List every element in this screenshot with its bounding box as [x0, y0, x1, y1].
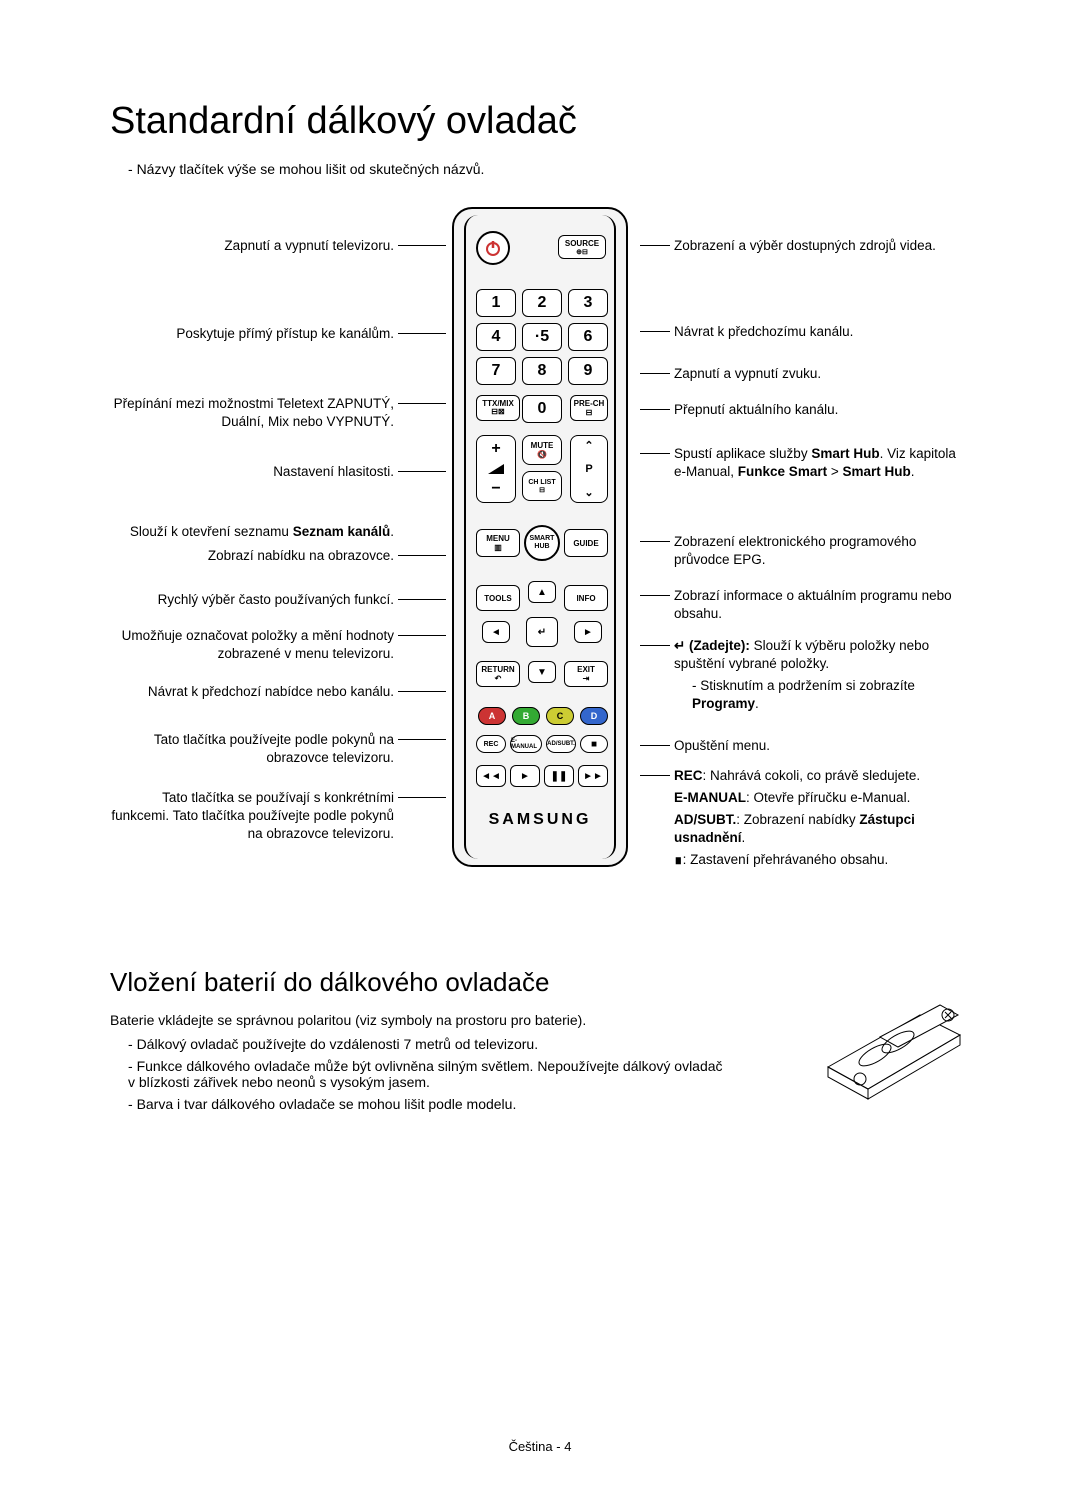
num-0: 0	[522, 395, 562, 423]
callout-right: ∎: Zastavení přehrávaného obsahu.	[674, 851, 970, 869]
color-a-button: A	[478, 707, 506, 725]
callout-left: Tato tlačítka se používají s konkrétními…	[110, 789, 394, 844]
num-9: 9	[568, 357, 608, 385]
callout-left: Umožňuje označovat položky a mění hodnot…	[110, 627, 394, 663]
brand-label: SAMSUNG	[454, 811, 626, 829]
adsubt-button: AD/SUBT.	[546, 735, 576, 753]
num-4: 4	[476, 323, 516, 351]
guide-button: GUIDE	[564, 529, 608, 557]
enter-button: ↵	[526, 617, 558, 647]
num-3: 3	[568, 289, 608, 317]
callout-left: Slouží k otevření seznamu Seznam kanálů.	[110, 523, 394, 541]
chlist-button: CH LIST⊟	[522, 471, 562, 501]
callout-right: Zobrazení elektronického programového pr…	[674, 533, 970, 569]
play-button: ►	[510, 765, 540, 787]
callout-right: Zobrazení a výběr dostupných zdrojů vide…	[674, 237, 970, 255]
mute-button: MUTE🔇	[522, 435, 562, 465]
stop-button: ■	[580, 735, 608, 753]
left-button: ◄	[482, 621, 510, 643]
battery-section: Vložení baterií do dálkového ovladače Ba…	[110, 967, 970, 1112]
rec-button: REC	[476, 735, 506, 753]
emanual-button: E-MANUAL	[510, 735, 542, 753]
source-button: SOURCE⊕⊟	[558, 235, 606, 259]
pause-button: ❚❚	[544, 765, 574, 787]
return-button: RETURN↶	[476, 661, 520, 687]
callout-right: Přepnutí aktuálního kanálu.	[674, 401, 970, 419]
page-footer: Čeština - 4	[0, 1439, 1080, 1454]
page-title: Standardní dálkový ovladač	[110, 100, 970, 143]
exit-button: EXIT⇥	[564, 661, 608, 687]
num-1: 1	[476, 289, 516, 317]
power-button	[476, 231, 510, 265]
intro-note: Názvy tlačítek výše se mohou lišit od sk…	[128, 161, 970, 177]
callout-right: Návrat k předchozímu kanálu.	[674, 323, 970, 341]
num-2: 2	[522, 289, 562, 317]
next-track-button: ►►	[578, 765, 608, 787]
battery-heading: Vložení baterií do dálkového ovladače	[110, 967, 970, 998]
callout-right: Zobrazí informace o aktuálním programu n…	[674, 587, 970, 623]
callout-left: Poskytuje přímý přístup ke kanálům.	[110, 325, 394, 343]
color-c-button: C	[546, 707, 574, 725]
num-5: ·5	[522, 323, 562, 351]
prech-button: PRE-CH⊟	[570, 395, 608, 421]
color-b-button: B	[512, 707, 540, 725]
callout-right: AD/SUBT.: Zobrazení nabídky Zástupci usn…	[674, 811, 970, 847]
volume-rocker: + −	[476, 435, 516, 503]
callout-right: E-MANUAL: Otevře příručku e-Manual.	[674, 789, 970, 807]
callout-left: Návrat k předchozí nabídce nebo kanálu.	[110, 683, 394, 701]
num-6: 6	[568, 323, 608, 351]
info-button: INFO	[564, 585, 608, 611]
callout-right: Spustí aplikace služby Smart Hub. Viz ka…	[674, 445, 970, 481]
down-button: ▼	[528, 661, 556, 683]
num-8: 8	[522, 357, 562, 385]
callout-left: Tato tlačítka používejte podle pokynů na…	[110, 731, 394, 767]
remote-diagram: SOURCE⊕⊟ 1 2 3 4 ·5 6 7 8 9 TTX/MIX⊟⊠ 0 …	[110, 207, 970, 927]
callout-left: Nastavení hlasitosti.	[110, 463, 394, 481]
battery-item: Dálkový ovladač používejte do vzdálenost…	[128, 1036, 730, 1052]
menu-button: MENU▥	[476, 529, 520, 557]
battery-item: Barva i tvar dálkového ovladače se mohou…	[128, 1096, 730, 1112]
tools-button: TOOLS	[476, 585, 520, 611]
callout-right: Zapnutí a vypnutí zvuku.	[674, 365, 970, 383]
callout-right: - Stisknutím a podržením si zobrazíte Pr…	[692, 677, 970, 713]
callout-left: Zapnutí a vypnutí televizoru.	[110, 237, 394, 255]
battery-illustration	[820, 997, 970, 1107]
callout-left: Přepínání mezi možnostmi Teletext ZAPNUT…	[110, 395, 394, 431]
remote: SOURCE⊕⊟ 1 2 3 4 ·5 6 7 8 9 TTX/MIX⊟⊠ 0 …	[452, 207, 628, 867]
num-7: 7	[476, 357, 516, 385]
right-button: ►	[574, 621, 602, 643]
smarthub-button: SMARTHUB	[524, 525, 560, 561]
ttx-button: TTX/MIX⊟⊠	[476, 395, 520, 421]
callout-right: REC: Nahrává cokoli, co právě sledujete.	[674, 767, 970, 785]
callout-right: ↵ (Zadejte): Slouží k výběru položky neb…	[674, 637, 970, 673]
battery-item: Funkce dálkového ovladače může být ovliv…	[128, 1058, 730, 1090]
battery-intro: Baterie vkládejte se správnou polaritou …	[110, 1012, 730, 1028]
color-d-button: D	[580, 707, 608, 725]
callout-left: Zobrazí nabídku na obrazovce.	[110, 547, 394, 565]
up-button: ▲	[528, 581, 556, 603]
prev-track-button: ◄◄	[476, 765, 506, 787]
channel-rocker: ⌃P⌄	[570, 435, 608, 503]
callout-left: Rychlý výběr často používaných funkcí.	[110, 591, 394, 609]
callout-right: Opuštění menu.	[674, 737, 970, 755]
